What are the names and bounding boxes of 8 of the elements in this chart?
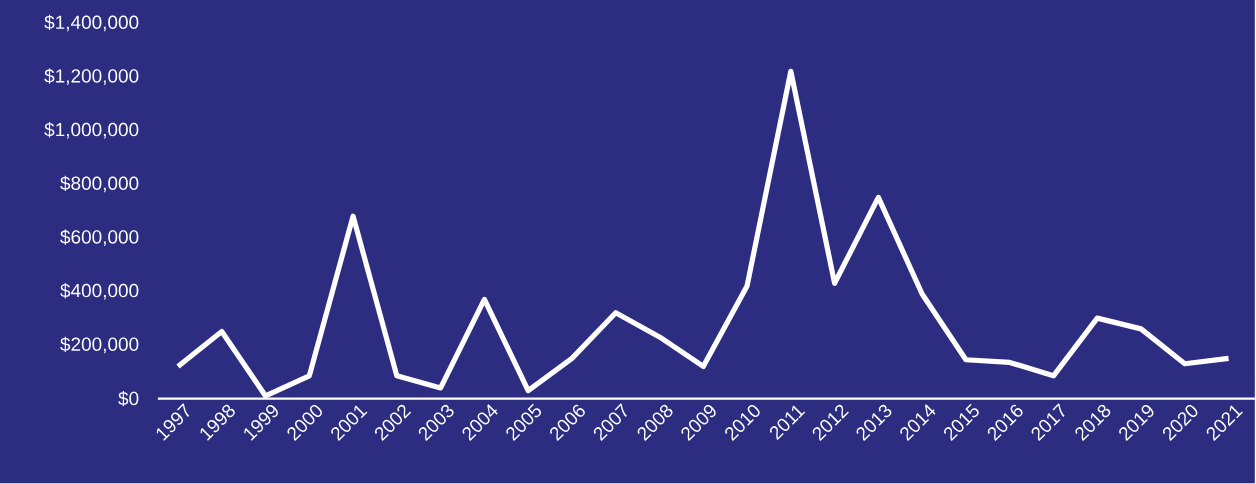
y-tick-label: $400,000 bbox=[60, 283, 139, 300]
y-tick-label: $1,000,000 bbox=[44, 122, 139, 139]
y-tick-label: $0 bbox=[118, 391, 139, 407]
y-tick-label: $600,000 bbox=[60, 229, 139, 247]
y-tick-label: $200,000 bbox=[60, 336, 139, 354]
y-tick-label: $1,400,000 bbox=[44, 14, 139, 32]
y-tick-label: $1,200,000 bbox=[44, 68, 139, 86]
y-tick-label: $800,000 bbox=[60, 175, 139, 193]
